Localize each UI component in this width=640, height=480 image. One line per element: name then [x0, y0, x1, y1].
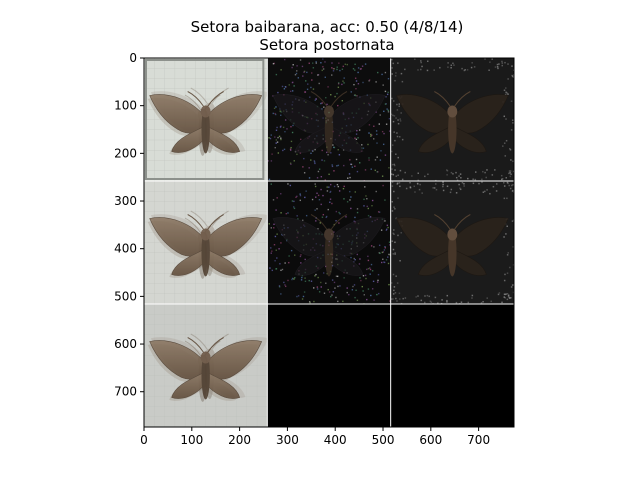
- x-tick-label: 400: [324, 433, 347, 447]
- x-axis: 0 100 200 300 400 500 600 700: [140, 427, 490, 447]
- tile-empty-r2c1: [267, 304, 391, 427]
- tile-photo-r0c0: [144, 58, 269, 181]
- chart-title-line2: Setora postornata: [259, 36, 394, 54]
- tile-separators: [144, 58, 514, 427]
- tile-overlay-r1c2: [390, 181, 514, 305]
- tile-overlay-r0c2: [390, 58, 514, 183]
- axes-frame: [143, 57, 515, 428]
- tile-photo-r2c0: [144, 304, 269, 427]
- x-tick-label: 300: [276, 433, 299, 447]
- y-tick-label: 400: [114, 242, 137, 256]
- y-axis: 0 100 200 300 400 500 600 700: [114, 51, 144, 399]
- tile-empty-r2c2: [390, 304, 514, 427]
- y-tick-label: 0: [129, 51, 137, 65]
- tile-saliency-r1c1: [267, 181, 392, 306]
- chart-title-line1: Setora baibarana, acc: 0.50 (4/8/14): [191, 18, 464, 36]
- image-grid: [144, 58, 514, 427]
- y-tick-label: 200: [114, 146, 137, 160]
- x-tick-label: 600: [419, 433, 442, 447]
- y-tick-label: 300: [114, 194, 137, 208]
- tile-saliency-r0c1: [267, 58, 391, 182]
- tile-photo-r1c0: [144, 181, 269, 304]
- y-tick-label: 500: [114, 289, 137, 303]
- x-tick-label: 700: [467, 433, 490, 447]
- x-tick-label: 500: [372, 433, 395, 447]
- x-tick-label: 200: [228, 433, 251, 447]
- y-tick-label: 600: [114, 337, 137, 351]
- y-tick-label: 100: [114, 99, 137, 113]
- x-tick-label: 100: [180, 433, 203, 447]
- y-tick-label: 700: [114, 385, 137, 399]
- x-tick-label: 0: [140, 433, 148, 447]
